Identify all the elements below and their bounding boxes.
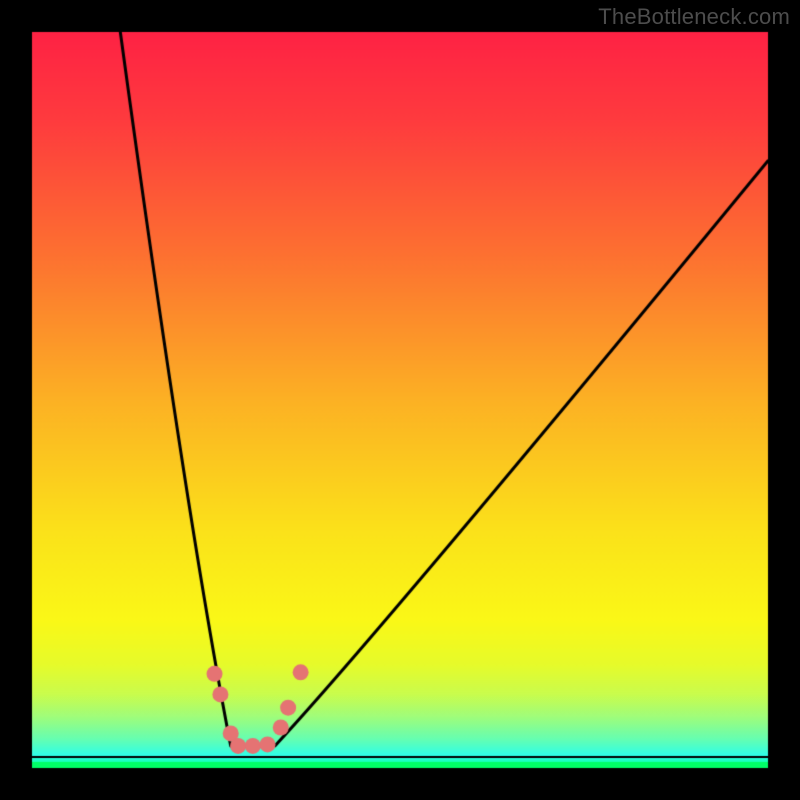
bottleneck-curve-chart <box>0 0 800 800</box>
chart-stage: TheBottleneck.com <box>0 0 800 800</box>
